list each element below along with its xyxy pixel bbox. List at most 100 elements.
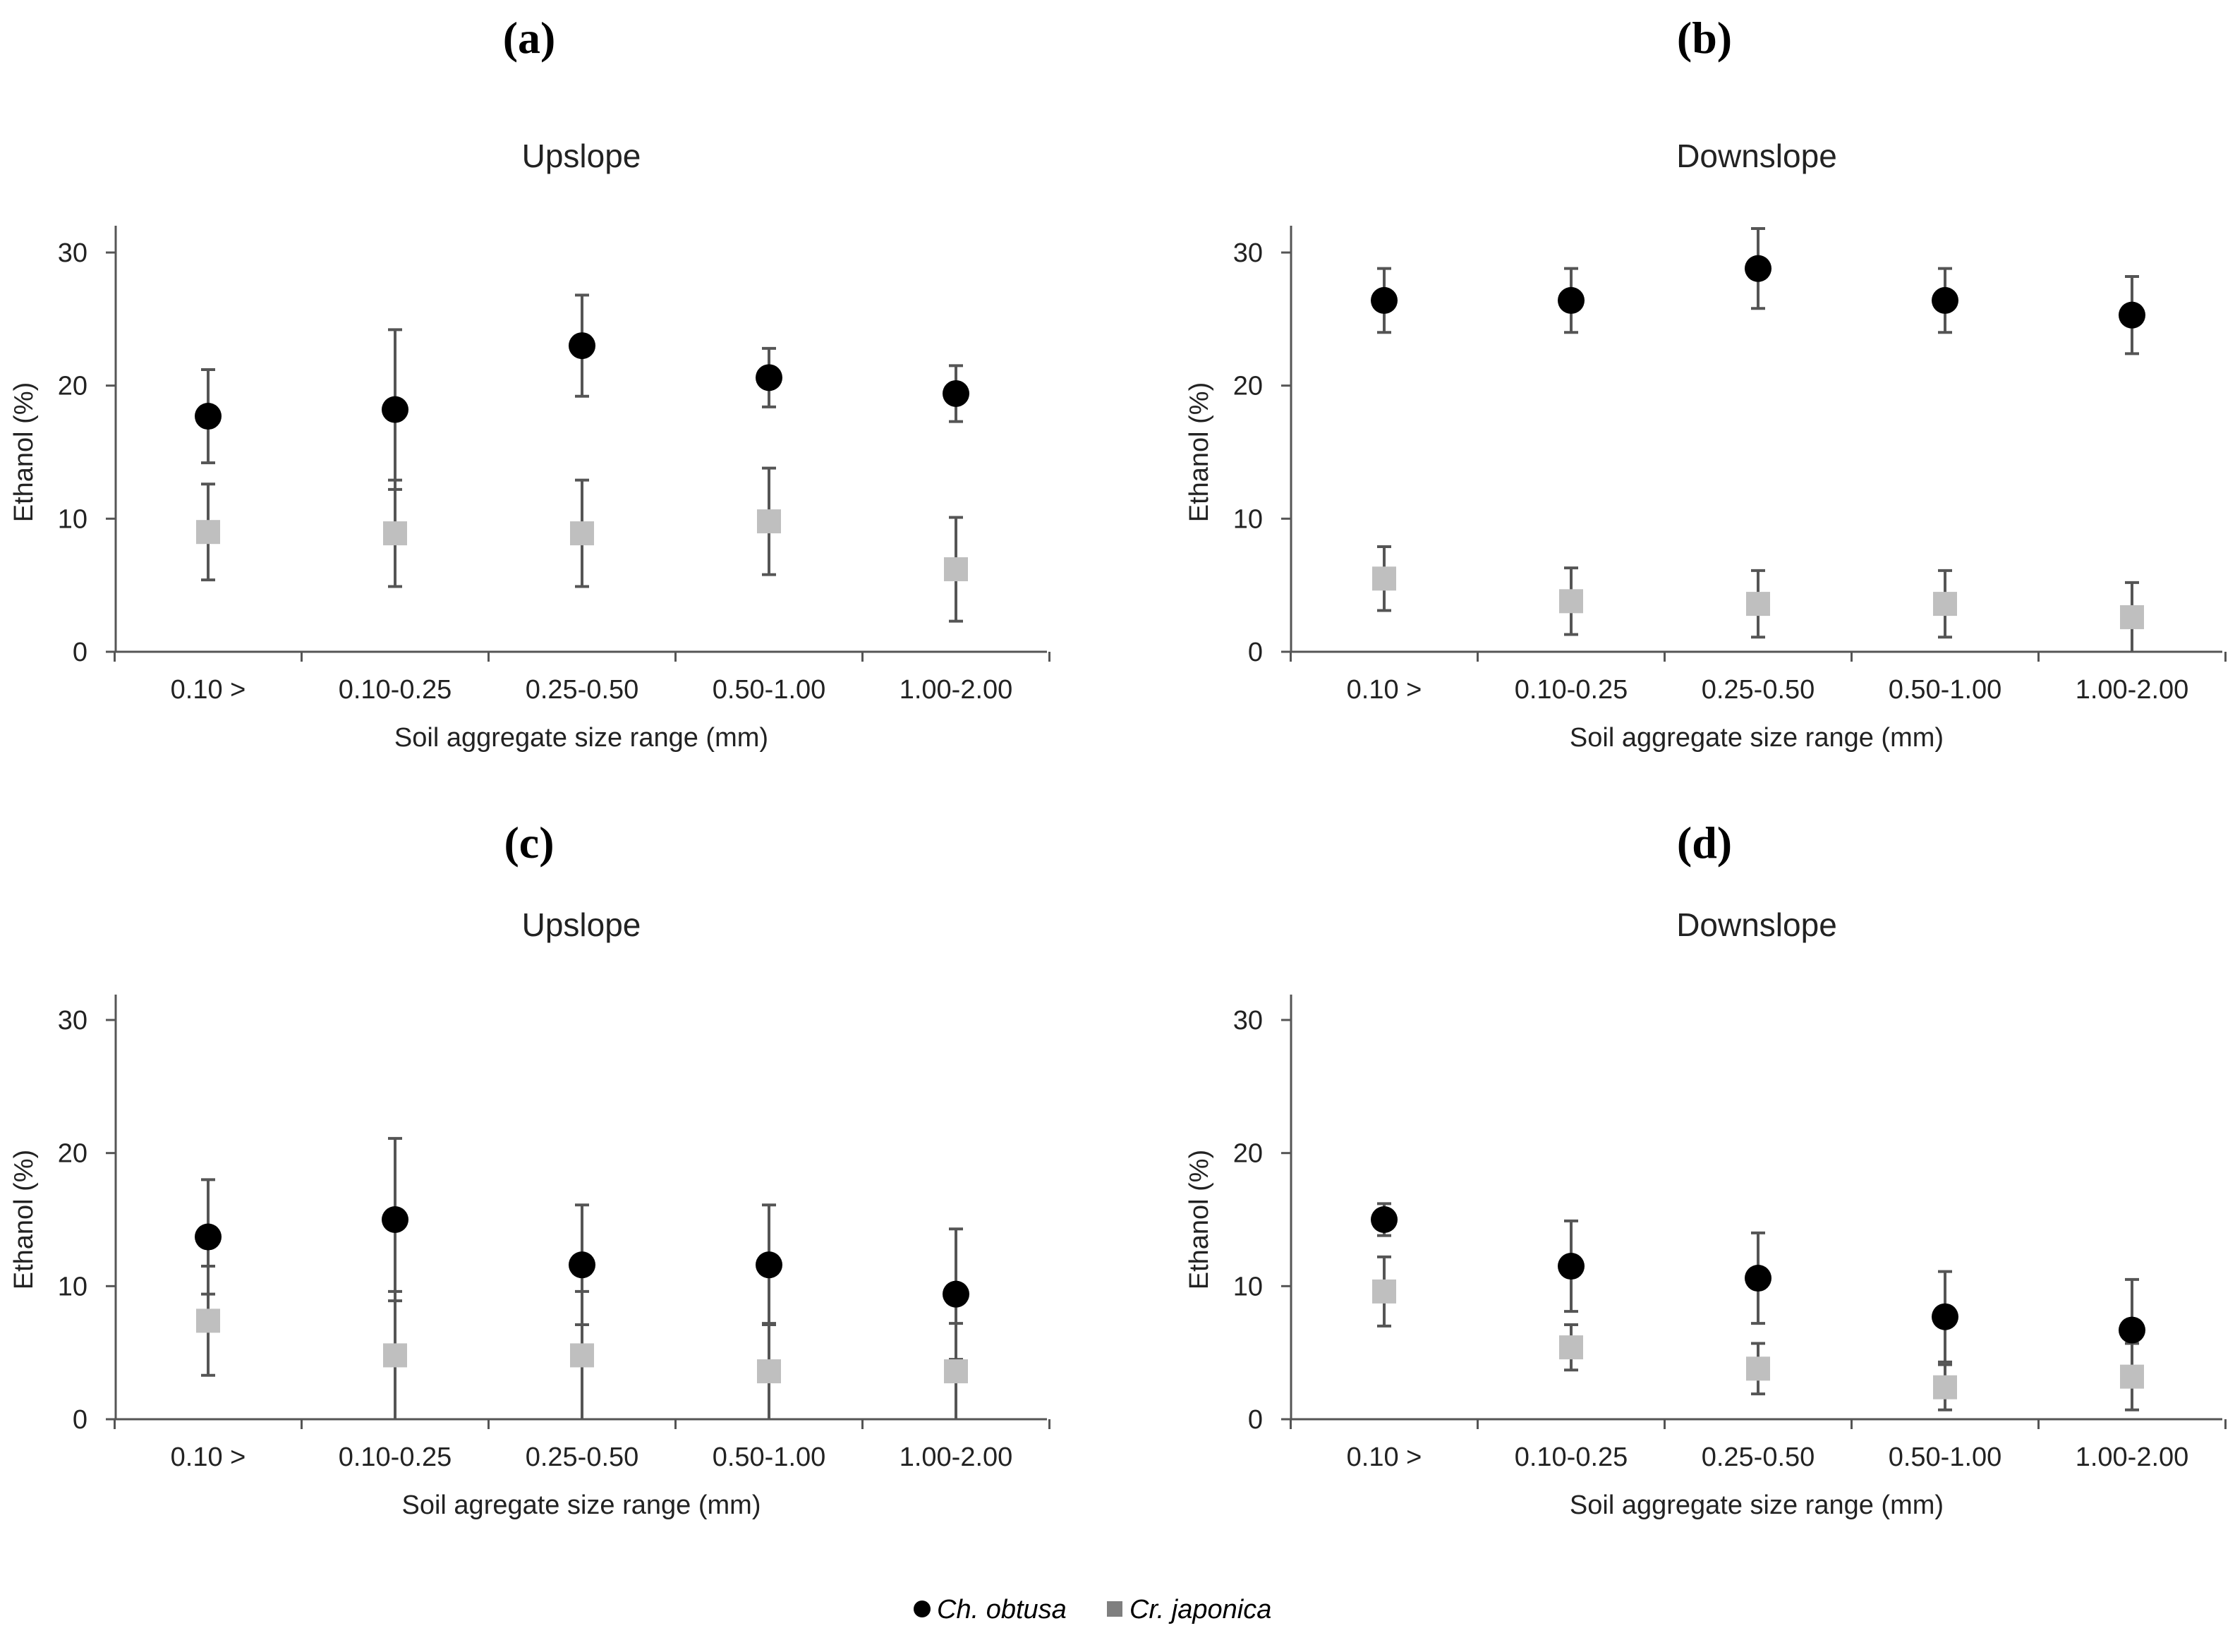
point-ch-obtusa: [756, 364, 782, 391]
chart-panel-d: (d) Downslope 0 10 20 30 0.10 > 0.10-0.25 0.25-0…: [1185, 818, 2227, 1520]
chart-title: Upslope: [522, 138, 641, 174]
point-cr-japonica: [2120, 605, 2144, 629]
x-tick-label: 0.10 >: [1347, 675, 1422, 705]
x-axis-label: Soil aggregate size range (mm): [394, 723, 768, 753]
y-axis-label: Ethanol (%): [9, 1150, 39, 1290]
y-tick-label: 10: [1233, 504, 1263, 534]
x-tick-label: 0.10-0.25: [1515, 675, 1628, 705]
y-tick-label: 0: [1248, 1405, 1263, 1435]
y-tick-label: 0: [1248, 638, 1263, 667]
x-tick-label: 0.50-1.00: [1889, 1443, 2002, 1472]
x-tick-label: 0.10 >: [171, 1443, 246, 1472]
x-tick-label: 1.00-2.00: [900, 675, 1013, 705]
point-cr-japonica: [1746, 592, 1770, 617]
x-tick-label: 1.00-2.00: [900, 1443, 1013, 1472]
point-cr-japonica: [196, 520, 220, 545]
y-tick-label: 30: [58, 1006, 87, 1035]
point-cr-japonica: [757, 1359, 781, 1384]
x-tick-label: 1.00-2.00: [2076, 1443, 2189, 1472]
x-tick-label: 0.10 >: [171, 675, 246, 705]
x-tick-label: 0.50-1.00: [1889, 675, 2002, 705]
point-cr-japonica: [1372, 566, 1396, 591]
point-cr-japonica: [570, 1343, 594, 1368]
y-tick-label: 30: [1233, 1006, 1263, 1035]
x-tick-label: 0.25-0.50: [1702, 675, 1815, 705]
point-ch-obtusa: [1745, 255, 1771, 282]
point-cr-japonica: [1559, 589, 1583, 614]
x-tick-label: 0.25-0.50: [526, 1443, 639, 1472]
point-cr-japonica: [196, 1308, 220, 1333]
point-cr-japonica: [1559, 1335, 1583, 1360]
y-tick-label: 20: [1233, 1139, 1263, 1169]
point-cr-japonica: [944, 557, 968, 582]
point-cr-japonica: [944, 1359, 968, 1384]
legend: Ch. obtusa Cr. japonica: [914, 1595, 1271, 1624]
y-tick-label: 30: [58, 238, 87, 268]
point-ch-obtusa: [1558, 286, 1585, 314]
point-cr-japonica: [383, 521, 407, 546]
point-cr-japonica: [2120, 1364, 2144, 1389]
point-ch-obtusa: [756, 1251, 782, 1279]
point-ch-obtusa: [382, 396, 408, 423]
point-ch-obtusa: [2119, 1316, 2145, 1344]
x-tick-label: 0.10-0.25: [339, 675, 452, 705]
point-cr-japonica: [1746, 1356, 1770, 1381]
y-tick-label: 20: [58, 1139, 87, 1169]
point-cr-japonica: [1933, 1375, 1957, 1399]
y-tick-label: 30: [1233, 238, 1263, 268]
legend-marker-cr-japonica: [1107, 1601, 1122, 1617]
chart-panel-b: (b) Downslope 0 10 20 30 0.10 > 0.10-0.25 0.25-0…: [1185, 13, 2227, 753]
x-tick-label: 0.10 >: [1347, 1443, 1422, 1472]
x-axis-label: Soil aggregate size range (mm): [1570, 1490, 1944, 1520]
panel-label: (b): [1677, 13, 1732, 63]
chart-title: Upslope: [522, 906, 641, 943]
x-tick-label: 0.10-0.25: [339, 1443, 452, 1472]
panel-label: (c): [504, 818, 554, 868]
y-axis-label: Ethanol (%): [1185, 382, 1214, 523]
point-cr-japonica: [1372, 1279, 1396, 1304]
y-tick-label: 20: [1233, 372, 1263, 401]
point-ch-obtusa: [943, 379, 969, 407]
point-ch-obtusa: [195, 403, 222, 430]
point-ch-obtusa: [1745, 1265, 1771, 1292]
panel-label: (a): [503, 13, 556, 63]
y-tick-label: 20: [58, 372, 87, 401]
point-ch-obtusa: [1558, 1253, 1585, 1280]
y-tick-label: 10: [58, 504, 87, 534]
point-cr-japonica: [757, 509, 781, 534]
y-tick-label: 10: [1233, 1272, 1263, 1301]
y-axis-label: Ethanol (%): [1185, 1150, 1214, 1290]
y-axis-label: Ethanol (%): [9, 382, 39, 523]
chart-panel-a: (a) Upslope 0 10 20 30 0.10 > 0.10-0.25 0.25-0.5…: [9, 13, 1050, 753]
point-ch-obtusa: [1371, 1206, 1398, 1233]
x-axis-label: Soil agregate size range (mm): [402, 1490, 761, 1520]
y-tick-label: 0: [73, 638, 87, 667]
x-axis-label: Soil aggregate size range (mm): [1570, 723, 1944, 753]
x-tick-label: 1.00-2.00: [2076, 675, 2189, 705]
point-ch-obtusa: [382, 1206, 408, 1233]
chart-panel-c: (c) Upslope 0 10 20 30 0.10 > 0.10-0.25 0.25-0.5…: [9, 818, 1050, 1520]
y-tick-label: 0: [73, 1405, 87, 1435]
point-ch-obtusa: [1371, 286, 1398, 314]
point-ch-obtusa: [943, 1280, 969, 1308]
x-tick-label: 0.10-0.25: [1515, 1443, 1628, 1472]
point-cr-japonica: [570, 521, 594, 546]
point-ch-obtusa: [2119, 301, 2145, 329]
x-tick-label: 0.50-1.00: [713, 675, 826, 705]
x-tick-label: 0.25-0.50: [526, 675, 639, 705]
point-ch-obtusa: [1932, 1303, 1958, 1330]
point-cr-japonica: [1933, 592, 1957, 617]
x-tick-label: 0.25-0.50: [1702, 1443, 1815, 1472]
panel-label: (d): [1677, 818, 1732, 868]
point-ch-obtusa: [569, 332, 595, 360]
legend-marker-ch-obtusa: [914, 1601, 931, 1617]
point-ch-obtusa: [1932, 286, 1958, 314]
chart-title: Downslope: [1676, 906, 1837, 943]
y-tick-label: 10: [58, 1272, 87, 1301]
legend-label-cr-japonica: Cr. japonica: [1129, 1595, 1271, 1624]
x-tick-label: 0.50-1.00: [713, 1443, 826, 1472]
point-ch-obtusa: [195, 1223, 222, 1251]
chart-title: Downslope: [1676, 138, 1837, 174]
legend-label-ch-obtusa: Ch. obtusa: [937, 1595, 1067, 1624]
